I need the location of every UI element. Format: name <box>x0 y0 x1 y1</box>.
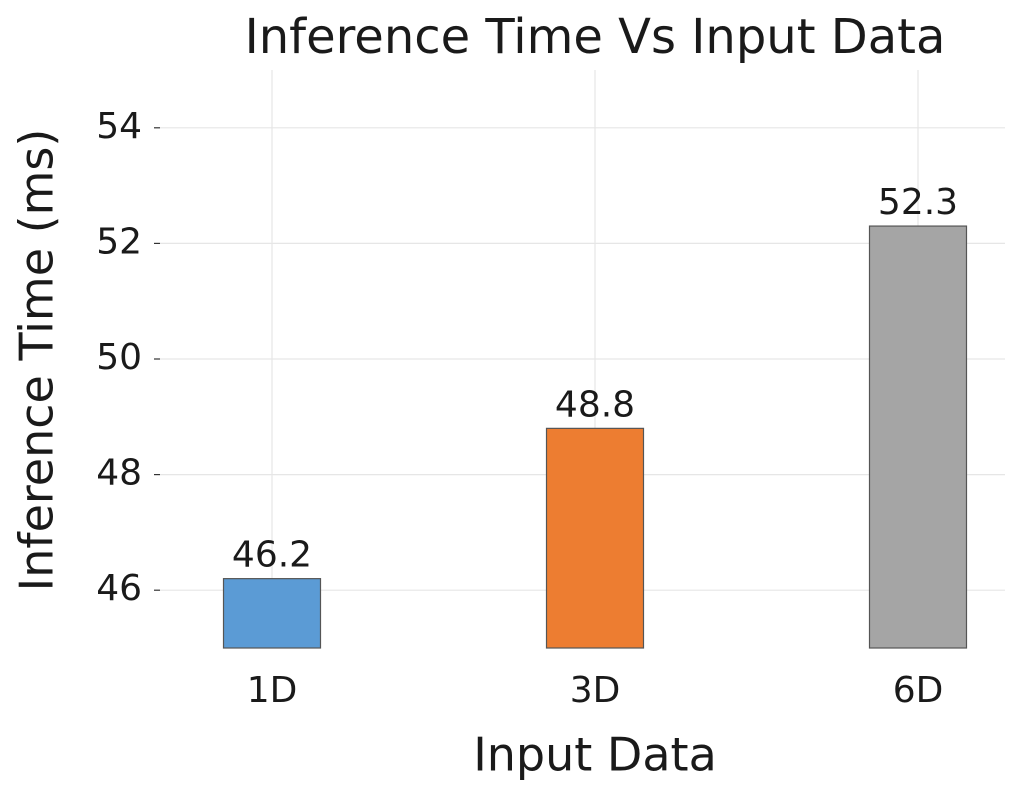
bar <box>868 225 968 649</box>
bar <box>545 427 645 649</box>
y-tick-label: 52 <box>96 221 142 262</box>
chart-title: Inference Time Vs Input Data <box>245 9 946 65</box>
x-tick-label: 3D <box>570 670 621 711</box>
y-tick-label: 54 <box>96 106 142 147</box>
y-tick-label: 48 <box>96 453 142 494</box>
x-tick-label: 1D <box>247 670 298 711</box>
x-axis-label: Input Data <box>473 728 717 782</box>
bar <box>222 578 322 649</box>
y-tick-label: 50 <box>96 337 142 378</box>
x-tick-label: 6D <box>893 670 944 711</box>
value-label: 46.2 <box>232 535 312 576</box>
value-label: 48.8 <box>555 384 635 425</box>
y-axis-label: Inference Time (ms) <box>10 129 64 592</box>
y-tick-label: 46 <box>96 568 142 609</box>
value-label: 52.3 <box>878 182 958 223</box>
